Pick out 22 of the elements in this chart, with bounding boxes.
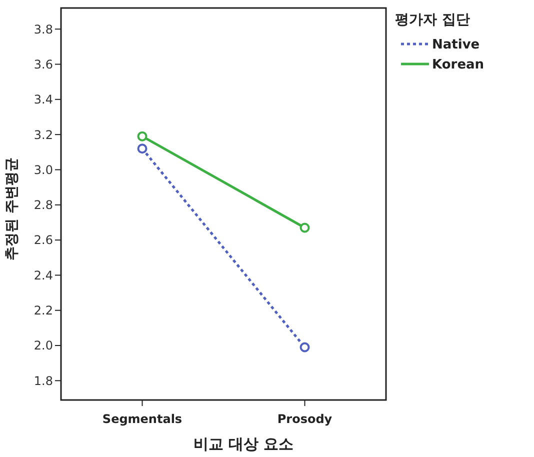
- y-tick-label: 2.8: [34, 198, 53, 212]
- point: [300, 342, 310, 352]
- y-tick-label: 2.4: [34, 268, 53, 282]
- y-tick-label: 3.6: [34, 57, 53, 72]
- y-tick-label: 3.2: [34, 128, 53, 142]
- y-axis-title: 추정된 주변평균: [4, 158, 20, 260]
- x-tick-label: Segmentals: [102, 412, 182, 426]
- point: [137, 144, 148, 154]
- x-tick-label: Prosody: [277, 412, 332, 426]
- y-tick-label: 3.0: [34, 162, 53, 177]
- legend-label: Native: [432, 38, 480, 53]
- point: [300, 222, 310, 233]
- y-tick-label: 3.8: [34, 22, 53, 36]
- legend-label: Korean: [432, 58, 484, 73]
- y-tick-label: 1.8: [34, 374, 53, 388]
- legend-title: 평가자 집단: [395, 12, 470, 28]
- y-tick-label: 3.4: [34, 92, 53, 107]
- x-axis-title: 비교 대상 요소: [193, 435, 294, 453]
- y-tick-label: 2.2: [34, 304, 53, 318]
- point: [137, 131, 148, 142]
- y-tick-label: 2.6: [34, 233, 53, 248]
- y-tick-label: 2.0: [34, 338, 53, 353]
